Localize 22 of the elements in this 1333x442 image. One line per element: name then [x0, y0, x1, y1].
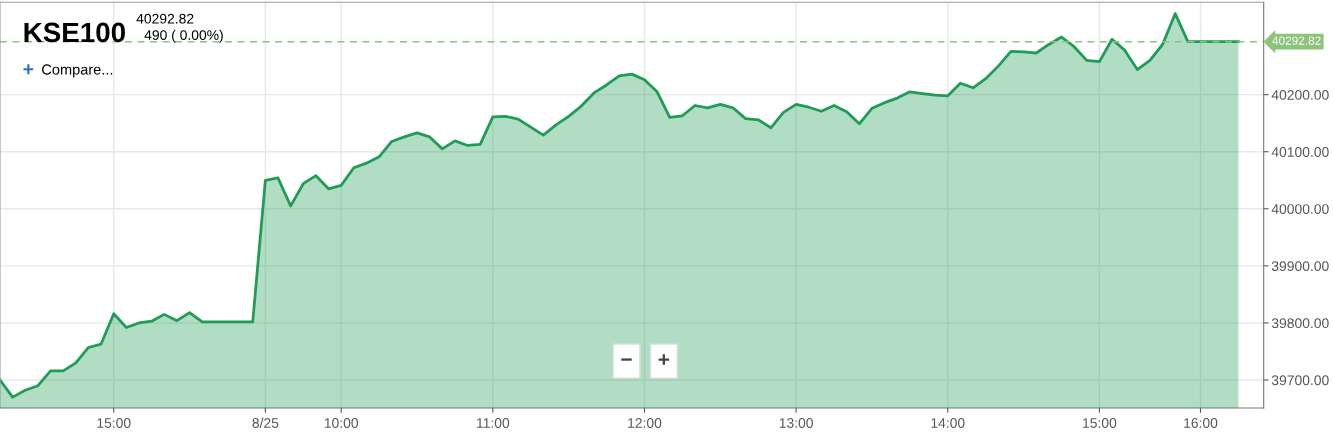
x-tick-label: 11:00 — [477, 418, 510, 428]
y-tick-label: 40200.00 — [1271, 89, 1329, 100]
annotation: − — [621, 358, 632, 361]
ref-line-label: 40292.82 — [1272, 36, 1321, 45]
y-tick-label: 39900.00 — [1271, 261, 1329, 272]
annotation: + — [658, 354, 670, 365]
y-tick-label: 40100.00 — [1271, 147, 1329, 157]
annotation: Compare... — [42, 64, 113, 78]
x-tick-label: 12:00 — [628, 418, 662, 428]
x-tick-label: 14:00 — [931, 418, 965, 428]
x-tick-label: 15:00 — [1083, 418, 1117, 428]
x-tick-label: 10:00 — [324, 418, 359, 428]
x-tick-label: 15:00 — [97, 418, 131, 428]
annotation: + — [23, 64, 34, 75]
x-tick-label: 16:00 — [1184, 418, 1218, 428]
y-tick-label: 39700.00 — [1271, 375, 1329, 386]
y-tick-label: 39800.00 — [1271, 318, 1329, 329]
y-tick-label: 40000.00 — [1271, 204, 1329, 214]
text: KSE100 — [24, 22, 125, 43]
x-tick-label: 13:00 — [779, 418, 813, 428]
x-tick-label: 8/25 — [252, 417, 279, 428]
text: 40292.82 490 ( 0.00%) — [136, 13, 223, 43]
